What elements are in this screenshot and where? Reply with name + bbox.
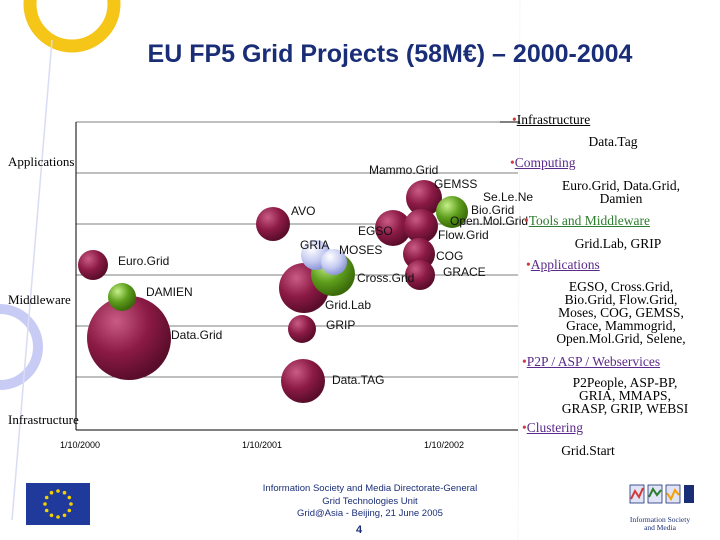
legend-items: Grid.Start	[561, 443, 615, 458]
eu-star-icon	[56, 489, 60, 493]
bubble-grace	[405, 260, 435, 290]
page-title: EU FP5 Grid Projects (58M€) – 2000-2004	[147, 40, 633, 68]
bubble-label: Data.Grid	[171, 328, 223, 342]
bubble-label: Grid.Lab	[325, 298, 372, 312]
bubble-data-grid	[87, 296, 171, 380]
legend-items: P2People, ASP-BP, GRIA, MMAPS, GRASP, GRIP…	[561, 375, 689, 416]
legend-category-infrastructure: •Infrastructure	[512, 112, 591, 127]
eu-flag-logo	[26, 483, 90, 525]
legend-items: Data.Tag	[588, 134, 638, 149]
bubble-egso	[375, 210, 411, 246]
decor-line-right	[517, 0, 521, 540]
eu-star-icon	[49, 490, 54, 495]
bubble-euro-grid	[78, 250, 108, 280]
eu-star-icon	[44, 495, 49, 500]
eu-star-icon	[69, 502, 73, 506]
bubble-label: MOSES	[339, 243, 383, 257]
bubble-group	[78, 180, 468, 403]
eu-star-icon	[67, 508, 72, 513]
bubble-label: EGSO	[358, 224, 393, 238]
legend-items: EGSO, Cross.Grid, Bio.Grid, Flow.Grid, Mos…	[556, 279, 686, 346]
legend-items: Grid.Lab, GRIP	[574, 236, 662, 251]
eu-star-icon	[67, 495, 72, 500]
bubble-label: Cross.Grid	[357, 271, 415, 285]
bubble-label: Euro.Grid	[118, 254, 170, 268]
bubble-label: Flow.Grid	[438, 228, 489, 242]
bubble-label: GRIP	[326, 318, 356, 332]
yellow-ring-decoration	[23, 0, 121, 53]
bubble-label: DAMIEN	[146, 285, 193, 299]
footer-line: Information Society and Media Directorat…	[262, 483, 478, 494]
bubble-label: GRIA	[300, 238, 330, 252]
bubble-grip	[288, 315, 316, 343]
bubble-damien	[108, 283, 136, 311]
eu-star-icon	[44, 508, 49, 513]
legend-items: Euro.Grid, Data.Grid, Damien	[561, 178, 681, 206]
axis-label-infrastructure: Infrastructure	[8, 412, 79, 427]
legend-category-tools-middleware: •Tools and Middleware	[524, 213, 651, 228]
eu-star-icon	[62, 513, 67, 518]
eu-star-icon	[56, 515, 60, 519]
x-tick-label: 1/10/2000	[60, 440, 101, 450]
eu-star-icon	[62, 490, 67, 495]
bubble-label: Data.TAG	[332, 373, 385, 387]
legend-category-clustering: •Clustering	[522, 420, 583, 435]
isml-bars-icon	[629, 484, 694, 504]
footer-line: Grid@Asia - Beijing, 21 June 2005	[297, 508, 443, 519]
bubble-label: Open.Mol.Grid	[450, 214, 529, 228]
bubble-label: Bio.Grid	[471, 203, 515, 217]
bubble-label: GEMSS	[434, 177, 478, 191]
bubble-label: GRACE	[443, 265, 486, 279]
eu-star-icon	[43, 502, 47, 506]
eu-star-icon	[49, 513, 54, 518]
isml-text: Information Society	[629, 515, 691, 524]
footer-line: Grid Technologies Unit	[322, 495, 418, 507]
bubble-avo	[256, 207, 290, 241]
axis-label-middleware: Middleware	[8, 292, 71, 307]
bubble-label: AVO	[291, 204, 316, 218]
legend-category-p2p-asp-webservices: •P2P / ASP / Webservices	[522, 354, 661, 369]
x-tick-label: 1/10/2002	[424, 440, 465, 450]
legend-category-applications: •Applications	[526, 257, 600, 272]
bubble-bio-grid	[436, 196, 468, 228]
legend-category-computing: •Computing	[510, 155, 576, 170]
bubble-data-tag	[281, 359, 325, 403]
footer-text: Information Society and Media Directorat…	[220, 483, 520, 521]
lavender-ring-decoration	[0, 304, 43, 390]
decor-line	[11, 39, 53, 521]
bubble-label: Mammo.Grid	[369, 163, 439, 177]
bubble-moses	[321, 249, 347, 275]
page-number: 4	[356, 524, 363, 536]
bubble-label: COG	[436, 249, 464, 263]
isml-text: and Media	[644, 523, 676, 532]
bubble-label: Se.Le.Ne	[483, 190, 534, 204]
information-society-media-logo: Information Society and Media	[612, 481, 708, 532]
axis-label-applications: Applications	[8, 154, 75, 169]
bubble-flow-grid	[404, 209, 438, 243]
x-tick-label: 1/10/2001	[242, 440, 283, 450]
bubble-open-mol-grid	[406, 180, 442, 216]
